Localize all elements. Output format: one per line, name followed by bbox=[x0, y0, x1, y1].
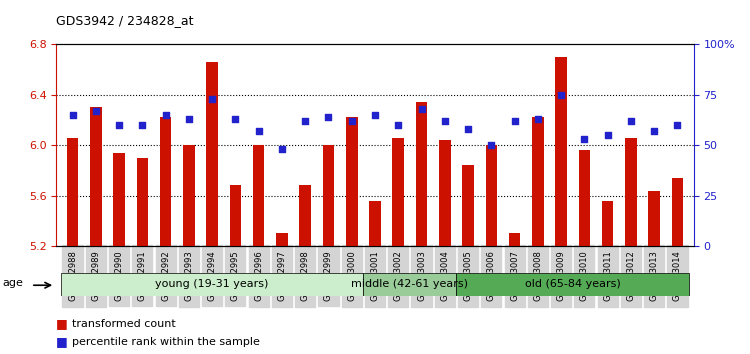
Bar bbox=[602, 201, 613, 246]
Point bbox=[136, 122, 148, 128]
Point bbox=[578, 136, 590, 142]
Bar bbox=[61, 273, 363, 296]
Point bbox=[276, 146, 288, 152]
Text: transformed count: transformed count bbox=[72, 319, 176, 329]
Text: percentile rank within the sample: percentile rank within the sample bbox=[72, 337, 260, 347]
Bar bbox=[416, 102, 428, 246]
Point bbox=[299, 118, 311, 124]
Bar bbox=[183, 145, 195, 246]
Text: ■: ■ bbox=[56, 335, 68, 348]
Bar bbox=[113, 153, 125, 246]
Bar bbox=[485, 145, 497, 246]
Text: young (19-31 years): young (19-31 years) bbox=[155, 279, 268, 289]
Text: old (65-84 years): old (65-84 years) bbox=[525, 279, 621, 289]
Point bbox=[160, 112, 172, 118]
Point bbox=[509, 118, 520, 124]
Bar bbox=[625, 138, 637, 246]
Bar bbox=[578, 150, 590, 246]
Bar bbox=[457, 273, 689, 296]
Point bbox=[625, 118, 637, 124]
Bar bbox=[363, 273, 457, 296]
Bar bbox=[160, 118, 172, 246]
Point bbox=[90, 108, 102, 114]
Bar bbox=[392, 138, 404, 246]
Point bbox=[439, 118, 451, 124]
Point bbox=[392, 122, 404, 128]
Bar bbox=[532, 118, 544, 246]
Point bbox=[485, 142, 497, 148]
Bar bbox=[509, 233, 520, 246]
Bar bbox=[649, 190, 660, 246]
Text: ■: ■ bbox=[56, 318, 68, 330]
Point bbox=[416, 106, 428, 112]
Point bbox=[113, 122, 125, 128]
Point bbox=[532, 116, 544, 122]
Text: middle (42-61 years): middle (42-61 years) bbox=[352, 279, 469, 289]
Bar bbox=[346, 118, 358, 246]
Bar bbox=[322, 145, 334, 246]
Bar bbox=[462, 165, 474, 246]
Point bbox=[648, 128, 660, 134]
Bar bbox=[672, 178, 683, 246]
Point bbox=[671, 122, 683, 128]
Point bbox=[462, 126, 474, 132]
Bar bbox=[439, 140, 451, 246]
Point bbox=[369, 112, 381, 118]
Bar bbox=[136, 158, 148, 246]
Bar bbox=[253, 145, 265, 246]
Point bbox=[346, 118, 358, 124]
Bar bbox=[369, 201, 381, 246]
Point bbox=[602, 132, 613, 138]
Text: age: age bbox=[3, 278, 24, 288]
Point bbox=[322, 114, 334, 120]
Point bbox=[555, 92, 567, 97]
Point bbox=[230, 116, 242, 122]
Bar bbox=[276, 233, 288, 246]
Point bbox=[206, 96, 218, 102]
Bar bbox=[555, 57, 567, 246]
Text: GDS3942 / 234828_at: GDS3942 / 234828_at bbox=[56, 14, 194, 27]
Bar bbox=[90, 107, 101, 246]
Point bbox=[67, 112, 79, 118]
Bar bbox=[206, 62, 218, 246]
Point bbox=[253, 128, 265, 134]
Point bbox=[183, 116, 195, 122]
Bar bbox=[67, 138, 78, 246]
Bar bbox=[299, 185, 311, 246]
Bar bbox=[230, 185, 242, 246]
